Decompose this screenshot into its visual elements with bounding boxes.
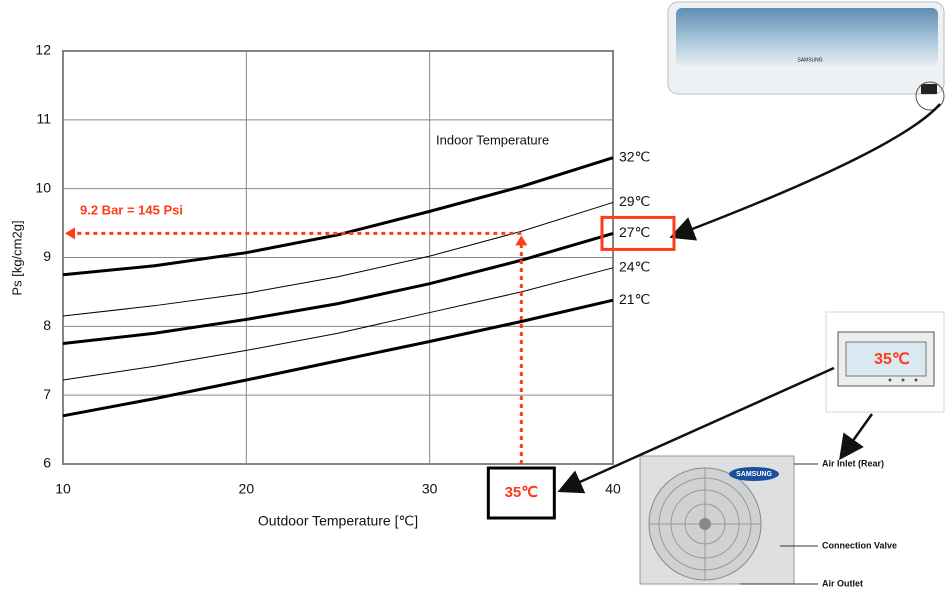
display: 35℃ bbox=[874, 351, 910, 368]
y-axis-label: Ps [kg/cm2g] bbox=[9, 220, 24, 295]
line bbox=[62, 201, 614, 317]
series-label: 21℃ bbox=[619, 291, 650, 307]
series-label: 29℃ bbox=[619, 193, 650, 209]
line bbox=[62, 267, 614, 381]
x-tick-label: 10 bbox=[55, 481, 71, 497]
outdoor-unit: SAMSUNG Air Inlet (Rear) Connection Valv… bbox=[639, 455, 897, 588]
part-label: Air Inlet (Rear) bbox=[822, 458, 884, 468]
part-label: Air Outlet bbox=[822, 578, 863, 588]
brand: SAMSUNG bbox=[736, 471, 772, 478]
series-label: 24℃ bbox=[619, 259, 650, 275]
y-tick-label: 8 bbox=[43, 317, 51, 333]
x-tick-label: 20 bbox=[239, 481, 255, 497]
annotation-x-label: 35℃ bbox=[505, 484, 539, 501]
x-tick-label: 30 bbox=[422, 481, 438, 497]
line bbox=[62, 298, 614, 418]
y-tick-label: 10 bbox=[35, 179, 51, 195]
y-tick-label: 12 bbox=[35, 42, 51, 58]
x-axis-label: Outdoor Temperature [℃] bbox=[258, 513, 418, 529]
x-tick-label: 40 bbox=[605, 481, 621, 497]
y-tick-label: 9 bbox=[43, 248, 51, 264]
arrow bbox=[839, 413, 874, 461]
indoor-unit: SAMSUNG bbox=[667, 1, 945, 111]
y-tick-label: 7 bbox=[43, 386, 51, 402]
annotation-label: 9.2 Bar = 145 Psi bbox=[80, 202, 183, 217]
arrow-head bbox=[65, 227, 75, 240]
arrow bbox=[557, 366, 835, 494]
y-tick-label: 11 bbox=[36, 111, 51, 127]
arrow-head bbox=[515, 235, 528, 246]
thermometer: 35℃ bbox=[825, 311, 945, 413]
series-label: 32℃ bbox=[619, 148, 650, 164]
highlight-box bbox=[600, 215, 676, 251]
brand: SAMSUNG bbox=[797, 57, 822, 63]
y-tick-label: 6 bbox=[43, 455, 51, 471]
arrow bbox=[669, 103, 941, 241]
line bbox=[62, 156, 614, 277]
part-label: Connection Valve bbox=[822, 540, 897, 550]
legend-title: Indoor Temperature bbox=[436, 132, 549, 147]
annotation-box bbox=[486, 466, 556, 520]
series-label: 27℃ bbox=[619, 224, 650, 240]
